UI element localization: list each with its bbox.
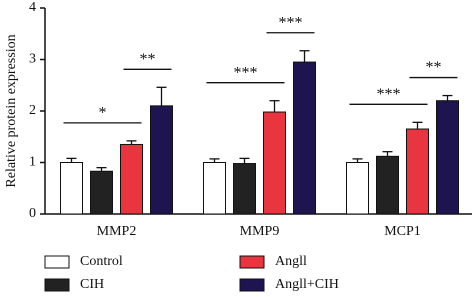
significance-label: ***	[279, 14, 303, 31]
y-axis-label: Relative protein expression	[4, 34, 19, 187]
significance-label: ***	[234, 64, 258, 81]
y-tick-label: 1	[29, 155, 36, 170]
bar	[436, 100, 459, 215]
bar	[376, 155, 399, 215]
legend-label: Angll	[275, 254, 307, 269]
bar	[406, 128, 429, 215]
significance-label: **	[426, 59, 442, 76]
y-tick-label: 4	[29, 0, 36, 15]
legend-swatch	[239, 255, 265, 269]
bar	[90, 170, 113, 215]
legend-label: Control	[80, 254, 123, 269]
bar	[346, 162, 369, 215]
bar	[293, 61, 316, 215]
legend-swatch	[239, 278, 265, 292]
legend-swatch	[44, 278, 70, 292]
legend-label: Angll+CIH	[275, 277, 339, 292]
legend-label: CIH	[80, 277, 104, 292]
bar	[60, 162, 83, 215]
bar	[233, 163, 256, 215]
bar	[263, 111, 286, 215]
x-tick-label: MCP1	[384, 224, 421, 239]
bar	[120, 143, 143, 215]
y-tick-label: 0	[29, 206, 36, 221]
legend-swatch	[44, 255, 70, 269]
bar	[150, 105, 173, 215]
bar	[203, 162, 226, 215]
y-tick-label: 2	[29, 103, 36, 118]
significance-label: *	[99, 105, 107, 122]
significance-label: ***	[377, 86, 401, 103]
significance-label: **	[140, 51, 156, 68]
y-tick-label: 3	[29, 52, 36, 67]
x-tick-label: MMP2	[97, 224, 137, 239]
x-tick-label: MMP9	[240, 224, 280, 239]
